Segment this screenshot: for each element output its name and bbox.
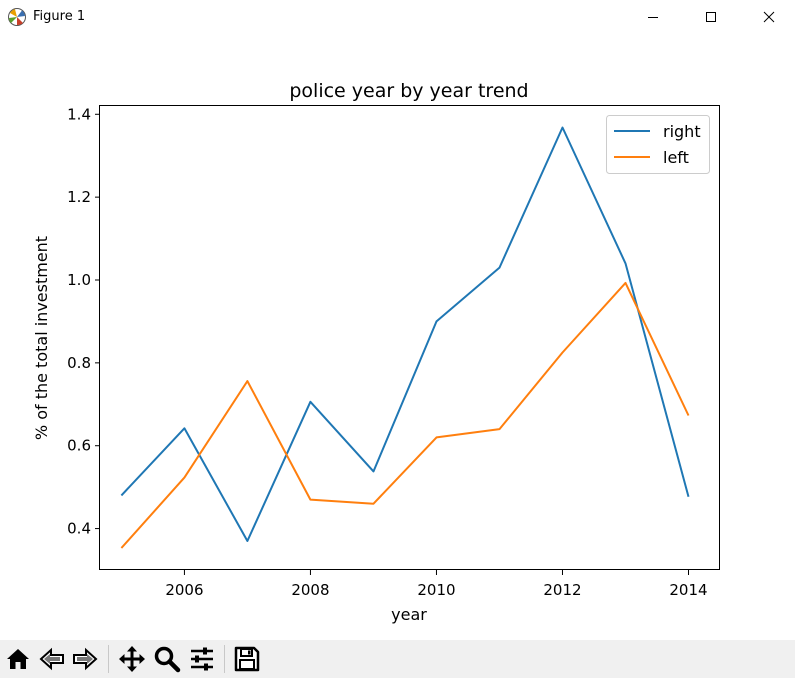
minimize-icon — [648, 17, 658, 18]
plot-area-frame — [99, 105, 720, 570]
y-tick-label: 0.6 — [67, 437, 91, 455]
configure-subplots-icon — [191, 647, 213, 671]
navigation-toolbar — [0, 640, 795, 678]
line-chart: 2006 2008 2010 2012 2014 0.40.60.81.01.21.4 … — [32, 80, 720, 624]
close-icon — [763, 11, 775, 23]
forward-button[interactable] — [70, 644, 100, 674]
zoom-button[interactable] — [152, 644, 182, 674]
x-tick-label: 2014 — [669, 581, 707, 599]
back-arrow-icon — [39, 647, 64, 671]
x-tick-label: 2012 — [543, 581, 581, 599]
maximize-button[interactable] — [682, 0, 740, 34]
legend-label-left: left — [663, 148, 689, 167]
close-button[interactable] — [740, 0, 795, 34]
legend-label-right: right — [663, 122, 701, 141]
back-button[interactable] — [37, 644, 67, 674]
y-tick-label: 0.8 — [67, 354, 91, 372]
toolbar-separator — [224, 645, 225, 673]
x-tick-label: 2006 — [165, 581, 203, 599]
configure-subplots-button[interactable] — [187, 644, 217, 674]
zoom-icon — [154, 646, 181, 673]
chart-title: police year by year trend — [289, 80, 528, 102]
maximize-icon — [706, 12, 716, 22]
home-button[interactable] — [3, 644, 33, 674]
series-line-right — [120, 126, 690, 542]
home-icon — [7, 649, 29, 669]
y-axis-label: % of the total investment — [32, 236, 51, 440]
matplotlib-app-icon — [8, 8, 26, 26]
x-tick-label: 2010 — [417, 581, 455, 599]
y-tick-label: 0.4 — [67, 520, 91, 538]
toolbar-separator — [108, 645, 109, 673]
save-icon — [234, 646, 260, 672]
forward-arrow-icon — [73, 647, 98, 671]
window-title: Figure 1 — [33, 9, 86, 24]
y-tick-label: 1.0 — [67, 271, 91, 289]
x-tick-label: 2008 — [291, 581, 329, 599]
window-titlebar: Figure 1 — [0, 0, 795, 34]
y-tick-label: 1.2 — [67, 188, 91, 206]
legend: right left — [606, 115, 710, 174]
x-axis-label: year — [391, 605, 427, 624]
y-tick-label: 1.4 — [67, 105, 91, 123]
series-line-left — [120, 281, 690, 549]
save-button[interactable] — [232, 644, 262, 674]
pan-button[interactable] — [117, 644, 147, 674]
minimize-button[interactable] — [624, 0, 682, 34]
pan-icon — [119, 646, 145, 672]
